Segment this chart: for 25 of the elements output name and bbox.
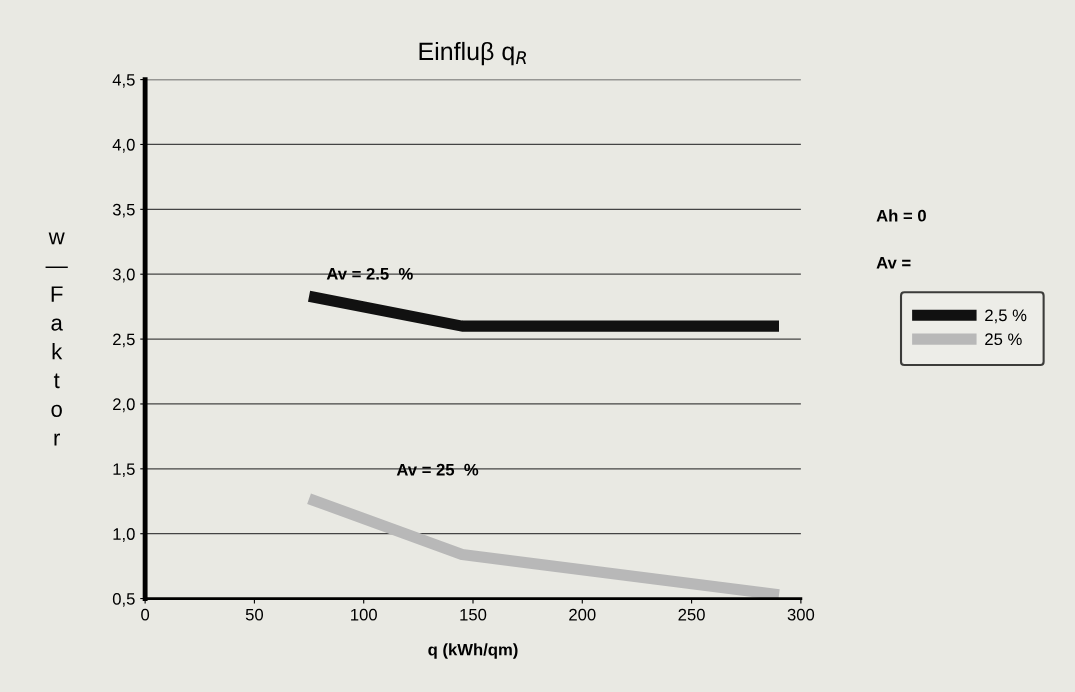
x-tick-label: 150 bbox=[460, 608, 487, 621]
x-tick-label: 300 bbox=[787, 608, 815, 621]
chart-title: Einfluβ q$_{R}$ bbox=[419, 41, 527, 66]
y-tick-label: 2,5 bbox=[113, 333, 135, 348]
x-tick-label: 50 bbox=[245, 608, 264, 621]
legend-label: 2,5 % bbox=[985, 309, 1027, 324]
x-tick-label: 100 bbox=[351, 608, 377, 621]
y-tick-label: 4,0 bbox=[112, 138, 135, 153]
x-tick-label: 250 bbox=[678, 608, 705, 621]
y-tick-label: 1,0 bbox=[113, 528, 135, 542]
text: Ah = 0 bbox=[876, 209, 926, 222]
annotation: Av = 25 % bbox=[396, 463, 479, 476]
annotation: Av = 2.5 % bbox=[326, 267, 413, 280]
y-axis-title: w—Faktor bbox=[45, 232, 68, 446]
x-axis-title: q (kWh/qm) bbox=[428, 643, 518, 659]
y-tick-label: 2,0 bbox=[113, 398, 135, 413]
legend-label: 25 % bbox=[985, 333, 1022, 346]
x-tick-label: 200 bbox=[569, 608, 596, 621]
y-tick-label: 1,5 bbox=[113, 463, 135, 477]
text: Av = bbox=[876, 257, 911, 269]
y-tick-label: 0,5 bbox=[112, 592, 135, 607]
y-tick-label: 3,5 bbox=[112, 203, 135, 218]
y-tick-label: 3,0 bbox=[112, 268, 135, 283]
y-tick-label: 4,5 bbox=[112, 74, 135, 88]
x-tick-label: 0 bbox=[141, 608, 150, 621]
